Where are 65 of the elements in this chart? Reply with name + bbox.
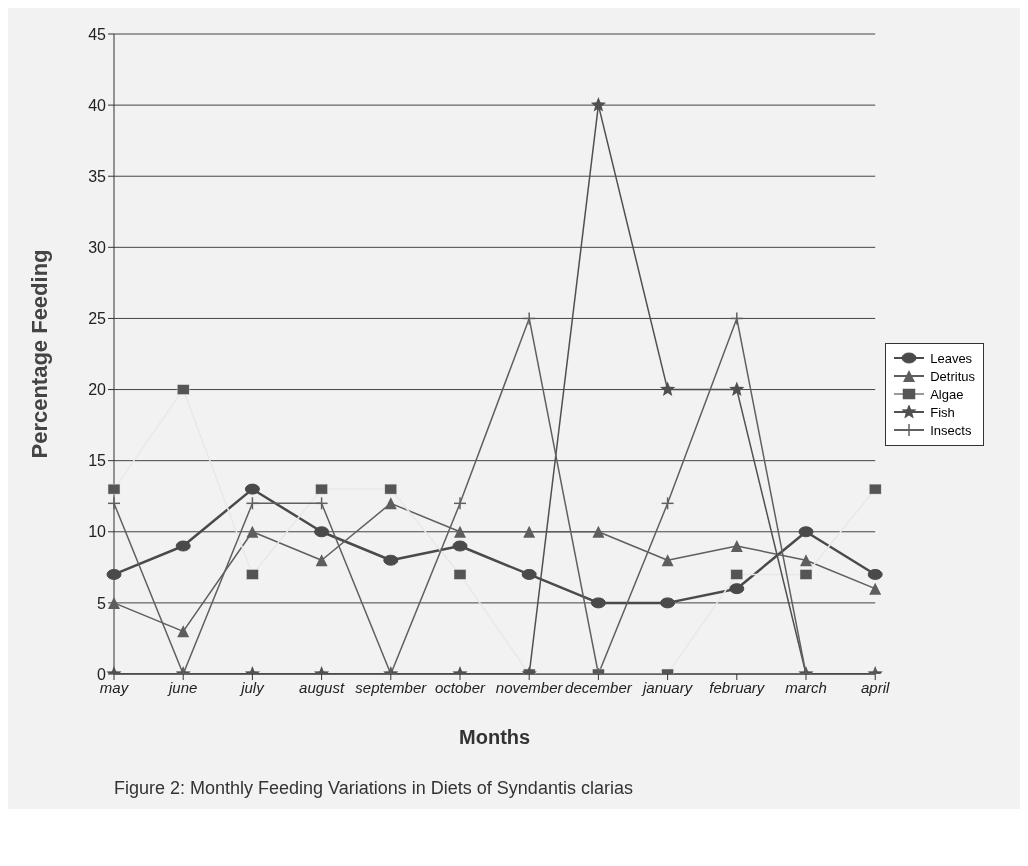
point	[660, 597, 676, 609]
x-tick-label: june	[167, 678, 198, 696]
point	[452, 540, 468, 552]
y-tick-label: 20	[88, 381, 107, 399]
y-tick-label: 45	[88, 25, 107, 43]
point	[729, 583, 745, 595]
point	[383, 554, 399, 566]
y-tick-label: 40	[88, 96, 107, 114]
x-tick-label: november	[495, 678, 564, 696]
x-tick-label: january	[641, 678, 694, 696]
x-tick-label: october	[434, 678, 487, 696]
point	[176, 384, 190, 395]
y-tick-label: 15	[88, 452, 107, 470]
point	[384, 483, 398, 495]
x-axis-title: Months	[459, 726, 531, 748]
y-tick-label: 25	[88, 310, 107, 328]
x-tick-label: july	[239, 678, 266, 696]
point	[661, 554, 674, 567]
point	[453, 569, 467, 580]
point	[384, 497, 397, 510]
point	[869, 582, 882, 595]
x-tick-label: august	[299, 678, 345, 696]
point	[315, 483, 328, 495]
x-tick-label: september	[355, 678, 428, 696]
y-tick-label: 5	[97, 594, 107, 612]
point	[521, 568, 537, 580]
legend-label: Leaves	[930, 350, 973, 366]
y-axis-title: Percentage Feeding	[26, 249, 52, 459]
legend-label: Insects	[930, 422, 972, 438]
point	[798, 526, 814, 538]
point	[246, 525, 259, 538]
point	[590, 97, 607, 112]
y-tick-label: 0	[97, 665, 107, 683]
point	[175, 540, 191, 552]
point	[108, 596, 120, 609]
point	[592, 525, 605, 538]
caption: Figure 2: Monthly Feeding Variations in Diets of Syndantis clarias	[113, 777, 634, 800]
point	[523, 525, 536, 538]
point	[659, 381, 676, 397]
legend-label: Detritus	[930, 368, 975, 384]
x-tick-label: march	[785, 678, 827, 696]
legend-label: Algae	[930, 386, 964, 402]
point	[246, 569, 259, 580]
point	[730, 569, 744, 580]
point	[729, 381, 745, 397]
point	[106, 568, 122, 580]
point	[315, 554, 328, 567]
point	[590, 597, 606, 609]
point	[867, 568, 883, 580]
y-tick-label: 30	[88, 239, 107, 257]
y-tick-label: 35	[88, 167, 107, 185]
x-tick-label: december	[565, 678, 633, 696]
x-tick-label: february	[709, 678, 766, 696]
point	[244, 483, 260, 495]
point	[730, 540, 743, 552]
x-tick-label: april	[861, 678, 891, 696]
point	[868, 483, 882, 495]
y-tick-label: 10	[88, 523, 107, 541]
point	[314, 526, 330, 538]
point	[177, 625, 190, 638]
point	[107, 483, 121, 495]
legend-label: Fish	[930, 404, 955, 420]
point	[800, 554, 812, 567]
point	[454, 525, 466, 538]
point	[799, 569, 813, 580]
